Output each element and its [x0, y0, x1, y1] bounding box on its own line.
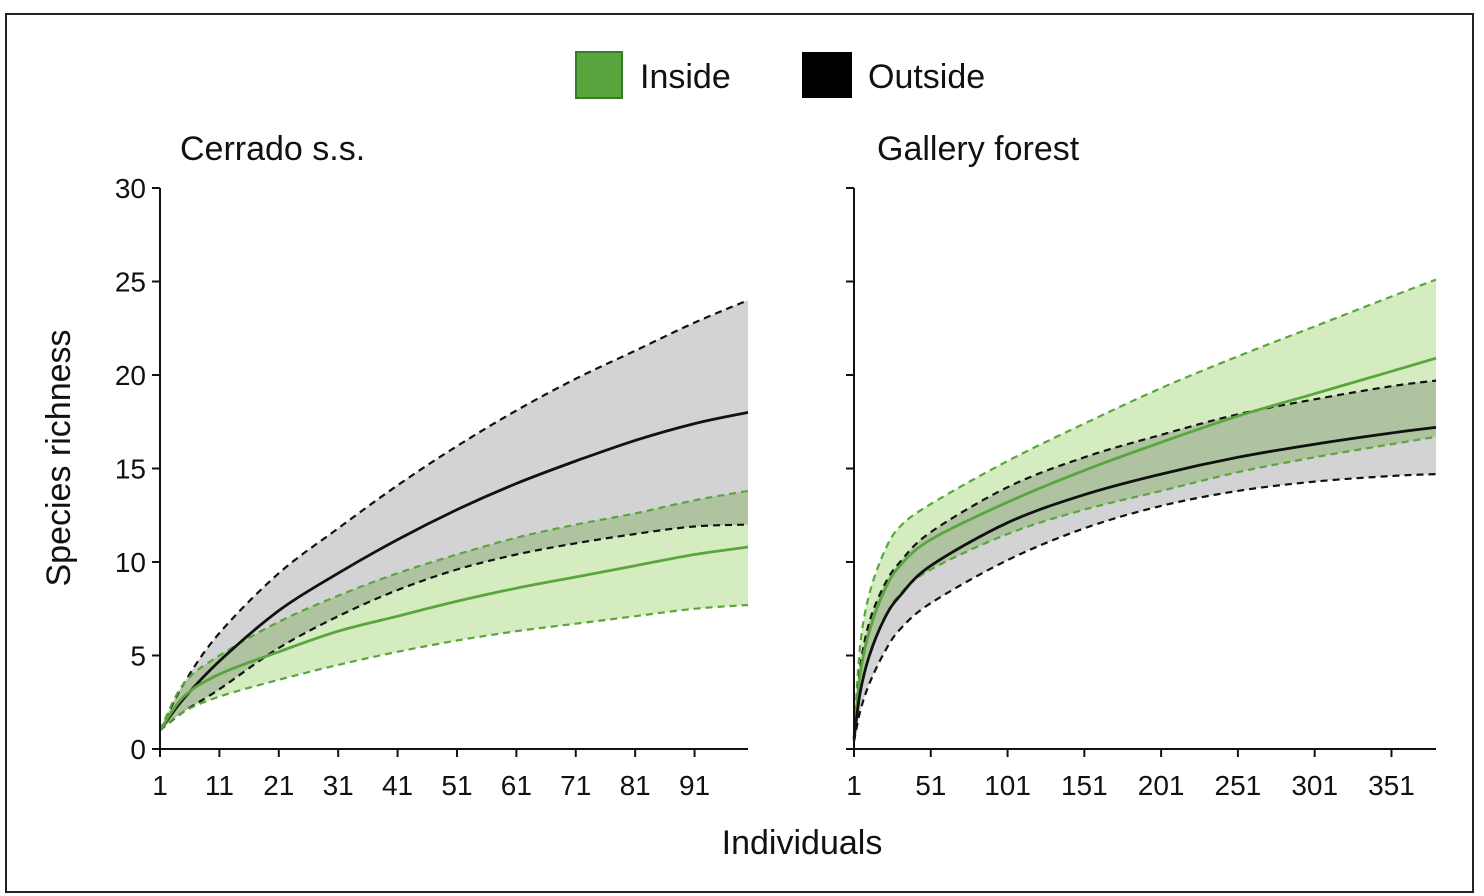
- x-tick-label: 31: [323, 770, 354, 801]
- y-tick-label: 0: [130, 734, 146, 765]
- bound-upper-outside: [159, 299, 749, 731]
- series-lines: [158, 411, 749, 732]
- confidence-bands: [160, 300, 748, 731]
- series-line-inside: [158, 545, 749, 732]
- panel-title-cerrado: Cerrado s.s.: [180, 130, 365, 168]
- series-lines: [852, 356, 1437, 740]
- x-tick-label: 21: [263, 770, 294, 801]
- x-tick-label: 1: [846, 770, 862, 801]
- y-tick-label: 10: [115, 547, 146, 578]
- confidence-bands: [854, 279, 1436, 742]
- x-tick-label: 91: [679, 770, 710, 801]
- x-tick-label: 61: [501, 770, 532, 801]
- x-tick-label: 51: [441, 770, 472, 801]
- legend-swatch-inside: [575, 51, 623, 99]
- x-tick-label: 101: [984, 770, 1031, 801]
- x-axis-title: Individuals: [722, 824, 883, 862]
- x-tick-label: 151: [1061, 770, 1108, 801]
- panel-title-gallery-forest: Gallery forest: [877, 130, 1080, 168]
- y-axis-title: Species richness: [40, 329, 78, 586]
- x-tick-label: 11: [205, 770, 234, 801]
- x-tick-label: 351: [1368, 770, 1415, 801]
- band-inside: [160, 490, 748, 731]
- x-tick-label: 41: [382, 770, 413, 801]
- y-tick-label: 15: [115, 454, 146, 485]
- y-tick-label: 20: [115, 360, 146, 391]
- series-line-outside: [852, 426, 1437, 740]
- series-line-inside: [852, 356, 1437, 738]
- band-outside: [854, 380, 1436, 742]
- confidence-bounds: [159, 299, 749, 732]
- x-tick-label: 251: [1215, 770, 1262, 801]
- x-tick-label: 201: [1138, 770, 1185, 801]
- bound-lower-outside: [159, 523, 749, 732]
- x-tick-label: 301: [1291, 770, 1338, 801]
- band-inside: [854, 279, 1436, 740]
- bound-upper-inside: [852, 278, 1437, 736]
- x-tick-label: 51: [915, 770, 946, 801]
- panel-gallery-forest: Gallery forest 1 51 101 151 201 251 301 351: [846, 130, 1437, 801]
- x-tick-label: 81: [620, 770, 651, 801]
- bound-upper-inside: [159, 489, 749, 731]
- series-line-outside: [158, 411, 749, 732]
- axes-gallery-forest: 1 51 101 151 201 251 301 351: [846, 187, 1436, 801]
- legend-label-inside: Inside: [640, 58, 731, 96]
- x-tick-label: 1: [152, 770, 168, 801]
- bound-lower-outside: [852, 473, 1437, 742]
- y-tick-label: 5: [130, 641, 146, 672]
- x-tick-label: 71: [560, 770, 591, 801]
- legend-swatch-outside: [802, 52, 852, 98]
- legend-label-outside: Outside: [868, 58, 985, 96]
- bound-lower-inside: [159, 603, 749, 732]
- bound-upper-outside: [852, 379, 1437, 738]
- legend: Inside Outside: [575, 51, 985, 99]
- y-tick-label: 30: [115, 173, 146, 204]
- y-tick-label: 25: [115, 267, 146, 298]
